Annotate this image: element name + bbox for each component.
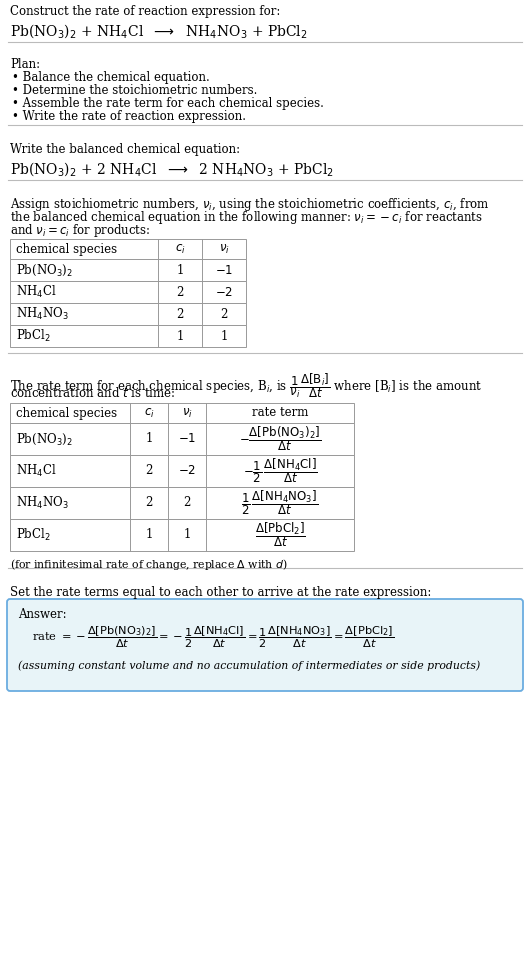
Text: The rate term for each chemical species, B$_i$, is $\dfrac{1}{\nu_i}\dfrac{\Delt: The rate term for each chemical species,… <box>10 371 482 400</box>
Text: 1: 1 <box>176 329 184 342</box>
Text: 1: 1 <box>220 329 228 342</box>
Text: Plan:: Plan: <box>10 58 40 71</box>
Text: • Balance the chemical equation.: • Balance the chemical equation. <box>12 71 210 84</box>
Text: Construct the rate of reaction expression for:: Construct the rate of reaction expressio… <box>10 5 280 18</box>
Text: Pb(NO$_3$)$_2$ + NH$_4$Cl  $\longrightarrow$  NH$_4$NO$_3$ + PbCl$_2$: Pb(NO$_3$)$_2$ + NH$_4$Cl $\longrightarr… <box>10 22 308 40</box>
Text: chemical species: chemical species <box>16 242 117 256</box>
Text: $-\dfrac{\Delta[\mathrm{Pb(NO_3)_2}]}{\Delta t}$: $-\dfrac{\Delta[\mathrm{Pb(NO_3)_2}]}{\D… <box>239 424 321 454</box>
Text: 1: 1 <box>145 432 153 446</box>
Text: NH$_4$NO$_3$: NH$_4$NO$_3$ <box>16 495 69 511</box>
Text: 2: 2 <box>145 497 153 510</box>
Text: $-1$: $-1$ <box>215 264 233 276</box>
Bar <box>10 239 246 259</box>
Text: the balanced chemical equation in the following manner: $\nu_i = -c_i$ for react: the balanced chemical equation in the fo… <box>10 209 483 226</box>
Text: $c_i$: $c_i$ <box>175 242 186 256</box>
Text: concentration and $t$ is time:: concentration and $t$ is time: <box>10 386 175 400</box>
Bar <box>10 259 246 281</box>
Text: Answer:: Answer: <box>18 608 67 621</box>
Text: NH$_4$NO$_3$: NH$_4$NO$_3$ <box>16 306 69 322</box>
Bar <box>10 303 246 325</box>
Text: $c_i$: $c_i$ <box>144 407 154 419</box>
Text: Pb(NO$_3$)$_2$: Pb(NO$_3$)$_2$ <box>16 431 73 447</box>
Text: 1: 1 <box>183 528 191 542</box>
Text: and $\nu_i = c_i$ for products:: and $\nu_i = c_i$ for products: <box>10 222 151 239</box>
Text: $-\dfrac{1}{2}\,\dfrac{\Delta[\mathrm{NH_4Cl}]}{\Delta t}$: $-\dfrac{1}{2}\,\dfrac{\Delta[\mathrm{NH… <box>243 457 317 485</box>
Text: $-1$: $-1$ <box>178 432 196 446</box>
Bar <box>10 455 354 487</box>
Text: rate $= -\dfrac{\Delta[\mathrm{Pb(NO_3)_2}]}{\Delta t} = -\dfrac{1}{2}\dfrac{\De: rate $= -\dfrac{\Delta[\mathrm{Pb(NO_3)_… <box>32 624 394 650</box>
Text: $-2$: $-2$ <box>178 465 196 477</box>
Text: $\nu_i$: $\nu_i$ <box>218 242 229 256</box>
Text: (for infinitesimal rate of change, replace $\Delta$ with $d$): (for infinitesimal rate of change, repla… <box>10 557 288 572</box>
Text: 1: 1 <box>176 264 184 276</box>
Text: $\dfrac{\Delta[\mathrm{PbCl_2}]}{\Delta t}$: $\dfrac{\Delta[\mathrm{PbCl_2}]}{\Delta … <box>254 520 305 550</box>
Text: • Assemble the rate term for each chemical species.: • Assemble the rate term for each chemic… <box>12 97 324 110</box>
Text: Pb(NO$_3$)$_2$ + 2 NH$_4$Cl  $\longrightarrow$  2 NH$_4$NO$_3$ + PbCl$_2$: Pb(NO$_3$)$_2$ + 2 NH$_4$Cl $\longrighta… <box>10 160 334 177</box>
FancyBboxPatch shape <box>7 599 523 691</box>
Bar <box>10 403 354 423</box>
Text: NH$_4$Cl: NH$_4$Cl <box>16 463 57 479</box>
Bar <box>10 519 354 551</box>
Text: PbCl$_2$: PbCl$_2$ <box>16 328 51 344</box>
Text: Set the rate terms equal to each other to arrive at the rate expression:: Set the rate terms equal to each other t… <box>10 586 431 599</box>
Bar <box>10 325 246 347</box>
Text: Pb(NO$_3$)$_2$: Pb(NO$_3$)$_2$ <box>16 263 73 277</box>
Text: $\dfrac{1}{2}\,\dfrac{\Delta[\mathrm{NH_4NO_3}]}{\Delta t}$: $\dfrac{1}{2}\,\dfrac{\Delta[\mathrm{NH_… <box>242 489 319 517</box>
Text: • Determine the stoichiometric numbers.: • Determine the stoichiometric numbers. <box>12 84 258 97</box>
Text: chemical species: chemical species <box>16 407 117 419</box>
Text: 2: 2 <box>220 308 228 320</box>
Text: • Write the rate of reaction expression.: • Write the rate of reaction expression. <box>12 110 246 123</box>
Text: 2: 2 <box>176 308 184 320</box>
Text: 2: 2 <box>145 465 153 477</box>
Text: PbCl$_2$: PbCl$_2$ <box>16 527 51 543</box>
Text: NH$_4$Cl: NH$_4$Cl <box>16 284 57 300</box>
Text: $\nu_i$: $\nu_i$ <box>182 407 192 419</box>
Bar <box>10 487 354 519</box>
Text: Write the balanced chemical equation:: Write the balanced chemical equation: <box>10 143 240 156</box>
Text: (assuming constant volume and no accumulation of intermediates or side products): (assuming constant volume and no accumul… <box>18 660 480 670</box>
Text: $-2$: $-2$ <box>215 285 233 299</box>
Text: 2: 2 <box>183 497 191 510</box>
Bar <box>10 423 354 455</box>
Text: Assign stoichiometric numbers, $\nu_i$, using the stoichiometric coefficients, $: Assign stoichiometric numbers, $\nu_i$, … <box>10 196 490 213</box>
Text: rate term: rate term <box>252 407 308 419</box>
Text: 1: 1 <box>145 528 153 542</box>
Text: 2: 2 <box>176 285 184 299</box>
Bar <box>10 281 246 303</box>
